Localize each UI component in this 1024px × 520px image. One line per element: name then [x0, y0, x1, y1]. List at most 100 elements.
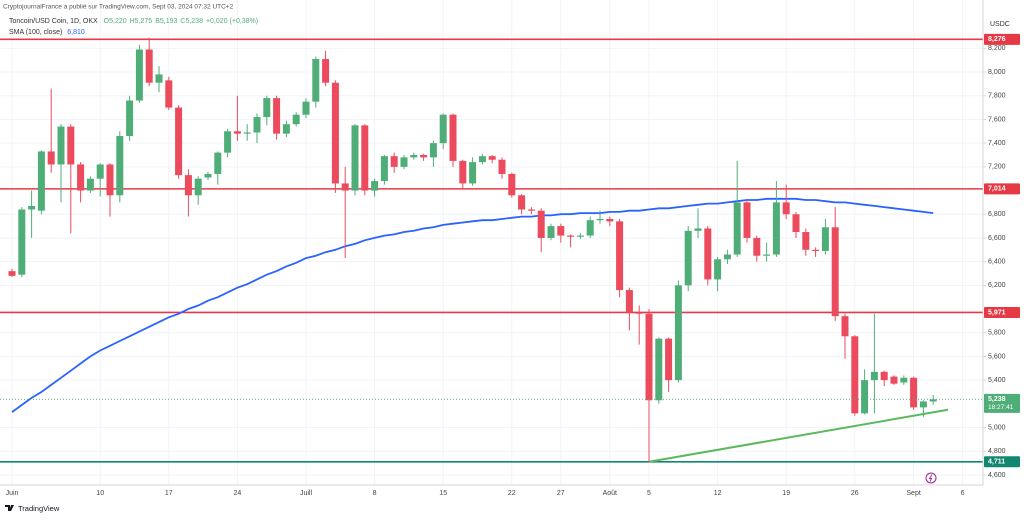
candle-body — [341, 183, 349, 191]
candle-body — [723, 254, 731, 260]
candle-body — [792, 214, 800, 233]
candle-body — [263, 98, 271, 118]
last-price-tag — [984, 393, 1020, 413]
candle-body — [86, 178, 94, 191]
axes: 4,600 4,800 5,000 5,400 5,600 5,800 6,200 6,400… — [6, 33, 1020, 497]
alert-circle[interactable] — [925, 472, 937, 484]
candle-body — [361, 125, 369, 191]
candle-body — [243, 132, 251, 134]
candle-body — [782, 202, 790, 215]
brand-name: TradingView — [18, 504, 60, 513]
candle-body — [96, 164, 104, 179]
x-tick-label: 8 — [373, 490, 377, 497]
level-label: 8,276 — [988, 36, 1006, 43]
candle-body — [420, 154, 428, 158]
candle-body — [557, 226, 565, 236]
price-axis-bg — [983, 0, 1024, 500]
candle-body — [380, 156, 388, 182]
candle-body — [625, 290, 633, 313]
grid — [0, 0, 983, 485]
x-tick-label: 6 — [961, 490, 965, 497]
level-tag — [984, 183, 1020, 195]
candle-body — [18, 209, 26, 275]
brand-logo — [5, 505, 14, 511]
y-tick-label: 8,200 — [988, 45, 1006, 52]
candle-body — [116, 136, 124, 196]
legend: Toncoin/USD Coin, 1D, OKX O5,220 H5,275 B5… — [9, 18, 258, 25]
candle-body — [547, 226, 555, 238]
candle-body — [900, 377, 908, 383]
candle-body — [273, 98, 281, 134]
x-tick-label: Juill — [300, 490, 313, 497]
candle-body — [508, 173, 516, 196]
y-tick-label: 5,600 — [988, 353, 1006, 360]
candle-body — [126, 100, 134, 137]
x-tick-label: 15 — [439, 490, 447, 497]
brand: TradingView — [5, 504, 60, 513]
x-tick-label: 12 — [714, 490, 722, 497]
candle-body — [469, 162, 477, 184]
candle-body — [518, 195, 526, 210]
candle-body — [812, 249, 820, 251]
candle-body — [527, 209, 535, 211]
candle-body — [439, 114, 447, 144]
level-tag — [984, 306, 1020, 318]
sma-legend: SMA (100, close) 6,810 — [9, 29, 85, 36]
candle-body — [106, 164, 114, 196]
candle-body — [400, 157, 408, 167]
candle-body — [253, 117, 261, 133]
candle-body — [704, 228, 712, 280]
candle-body — [184, 175, 192, 196]
candle-body — [214, 152, 222, 174]
y-tick-label: 4,600 — [988, 472, 1006, 479]
y-tick-label: 6,600 — [988, 235, 1006, 242]
level-label: 4,711 — [988, 459, 1005, 466]
y-tick-label: 7,400 — [988, 140, 1006, 147]
candle-body — [292, 114, 300, 125]
candle-body — [459, 160, 467, 184]
candle-body — [831, 227, 839, 317]
candle-body — [204, 173, 212, 178]
candle-body — [743, 202, 751, 238]
legend-value: B5,193 — [155, 18, 177, 25]
candle-body — [861, 380, 869, 414]
candle-body — [302, 101, 310, 115]
candle-body — [233, 131, 241, 134]
y-tick-label: 7,200 — [988, 164, 1006, 171]
sma-name: SMA (100, close) — [9, 29, 62, 36]
candle-body — [37, 151, 45, 211]
candle-body — [772, 202, 780, 255]
candle-body — [753, 237, 761, 256]
alert-icon[interactable] — [925, 472, 937, 484]
x-tick-label: 24 — [234, 490, 242, 497]
candle-body — [929, 399, 937, 402]
x-tick-label: 5 — [647, 490, 651, 497]
candle-body — [175, 107, 183, 176]
trend-line — [648, 408, 949, 463]
legend-value: O5,220 — [104, 18, 127, 25]
candle-body — [606, 218, 614, 222]
candle-body — [841, 316, 849, 337]
candle-body — [665, 338, 673, 381]
candle-body — [537, 210, 545, 238]
candle-body — [714, 259, 722, 280]
candle-body — [410, 154, 418, 158]
candle-body — [8, 271, 16, 276]
candle-body — [919, 401, 927, 408]
candle-body — [155, 74, 163, 83]
candle-body — [429, 143, 437, 158]
candle-body — [870, 371, 878, 381]
candle-body — [802, 232, 810, 250]
y-tick-label: 5,400 — [988, 377, 1006, 384]
candle-body — [371, 181, 379, 191]
candle-body — [616, 221, 624, 291]
candle-body — [322, 59, 330, 83]
candle-body — [77, 164, 85, 191]
candle-body — [655, 338, 663, 401]
candle-body — [635, 312, 643, 314]
candle-body — [478, 156, 486, 163]
level-tag — [984, 456, 1020, 468]
x-tick-label: 17 — [165, 490, 173, 497]
sma-value: 6,810 — [67, 29, 85, 36]
legend-value: C5,238 — [180, 18, 203, 25]
